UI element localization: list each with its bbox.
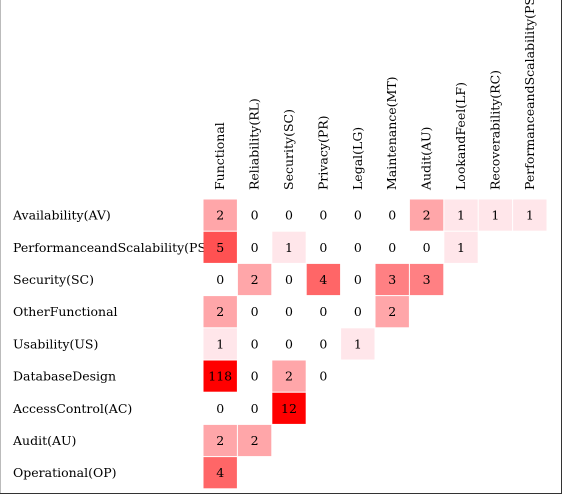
cell-value: 5 [216, 240, 224, 255]
row-label: Security(SC) [13, 272, 94, 287]
heatmap-cell [203, 360, 237, 392]
cell-value: 0 [319, 208, 327, 223]
heatmap-cell [203, 231, 237, 263]
cell-value: 4 [216, 465, 224, 480]
heatmap-cell [272, 231, 306, 263]
row-label: OtherFunctional [13, 304, 118, 319]
heatmap-cell [237, 424, 272, 457]
row-label: DatabaseDesign [13, 369, 116, 384]
cell-value: 2 [423, 208, 431, 223]
cell-value: 0 [216, 272, 224, 287]
cell-value: 0 [388, 208, 396, 223]
heatmap-cell [203, 199, 237, 231]
cell-value: 12 [281, 401, 297, 416]
column-label: Functional [212, 122, 227, 190]
cell-value: 1 [457, 208, 465, 223]
cell-value: 0 [251, 401, 259, 416]
cell-value: 0 [354, 208, 362, 223]
cell-value: 0 [319, 240, 327, 255]
cell-value: 2 [216, 433, 224, 448]
heatmap-cell [203, 328, 237, 360]
cell-value: 2 [285, 369, 293, 384]
heatmap-cell [237, 263, 272, 296]
column-label: Legal(LG) [350, 127, 365, 190]
column-label: Recoverability(RC) [487, 70, 502, 190]
heatmap-cell [409, 263, 444, 296]
cell-value: 0 [354, 272, 362, 287]
row-label: Operational(OP) [13, 465, 117, 480]
cell-value: 0 [354, 304, 362, 319]
heatmap-cell [341, 328, 375, 360]
cell-value: 2 [388, 304, 396, 319]
heatmap-cell [203, 424, 237, 457]
cell-value: 0 [319, 369, 327, 384]
cell-value: 0 [354, 240, 362, 255]
heatmap-cell [409, 199, 444, 231]
column-label: PerformanceandScalability(PS) [522, 0, 537, 190]
heatmap-cell [444, 199, 478, 231]
heatmap-cell [203, 296, 237, 328]
column-label: Security(SC) [281, 109, 296, 190]
cell-value: 4 [319, 272, 327, 287]
cell-value: 0 [285, 208, 293, 223]
row-label: AccessControl(AC) [12, 401, 132, 416]
row-label: Availability(AV) [12, 208, 111, 223]
cell-value: 2 [216, 304, 224, 319]
cell-value: 1 [457, 240, 465, 255]
heatmap-cell [513, 199, 547, 231]
row-label: PerformanceandScalability(PS) [13, 240, 211, 255]
cell-value: 2 [251, 433, 259, 448]
cell-value: 0 [423, 240, 431, 255]
cell-value: 0 [251, 240, 259, 255]
column-label: Maintenance(MT) [384, 76, 399, 190]
heatmap-cell [203, 457, 237, 489]
cell-value: 1 [285, 240, 293, 255]
cell-value: 1 [491, 208, 499, 223]
cell-value: 0 [251, 336, 259, 351]
row-label: Audit(AU) [12, 433, 76, 448]
cell-value: 1 [354, 336, 362, 351]
heatmap-cell [478, 199, 513, 231]
cell-value: 118 [208, 369, 232, 384]
cell-value: 0 [285, 336, 293, 351]
heatmap-cell [375, 296, 409, 328]
column-label: Reliability(RL) [247, 98, 262, 190]
cell-value: 2 [251, 272, 259, 287]
cell-value: 0 [319, 336, 327, 351]
cell-value: 0 [216, 401, 224, 416]
cell-value: 1 [526, 208, 534, 223]
heatmap-cell [306, 263, 341, 296]
column-label: LookandFeel(LF) [453, 82, 468, 190]
cell-value: 0 [251, 304, 259, 319]
row-label: Usability(US) [13, 336, 98, 351]
cell-value: 3 [423, 272, 431, 287]
heatmap-cell [444, 231, 478, 263]
cell-value: 0 [251, 369, 259, 384]
heatmap-cell [375, 263, 409, 296]
cell-value: 0 [388, 240, 396, 255]
cell-value: 0 [285, 304, 293, 319]
cell-value: 1 [216, 336, 224, 351]
heatmap-cell [272, 360, 306, 392]
cell-value: 3 [388, 272, 396, 287]
cell-value: 2 [216, 208, 224, 223]
heatmap-cell [272, 392, 306, 424]
cell-value: 0 [285, 272, 293, 287]
column-label: Audit(AU) [419, 127, 434, 191]
cell-value: 0 [319, 304, 327, 319]
cell-value: 0 [251, 208, 259, 223]
column-label: Privacy(PR) [315, 115, 330, 190]
